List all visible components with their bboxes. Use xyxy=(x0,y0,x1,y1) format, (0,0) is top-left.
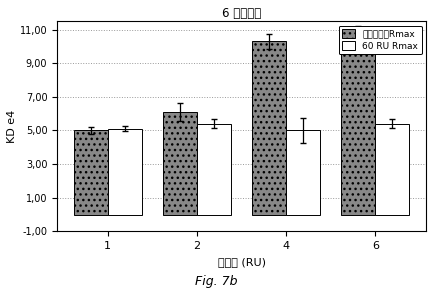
Bar xyxy=(252,41,286,214)
Bar xyxy=(375,124,409,214)
X-axis label: ノイズ (RU): ノイズ (RU) xyxy=(217,257,265,267)
Bar xyxy=(74,130,108,214)
Title: 6 データ点: 6 データ点 xyxy=(222,7,261,20)
Bar xyxy=(163,112,197,214)
Y-axis label: KD e4: KD e4 xyxy=(7,110,17,143)
Bar xyxy=(197,124,231,214)
Bar xyxy=(342,29,375,214)
Bar xyxy=(108,129,142,214)
Text: Fig. 7b: Fig. 7b xyxy=(195,275,238,288)
Bar xyxy=(286,130,320,214)
Legend: グローバルRmax, 60 RU Rmax: グローバルRmax, 60 RU Rmax xyxy=(339,26,422,54)
